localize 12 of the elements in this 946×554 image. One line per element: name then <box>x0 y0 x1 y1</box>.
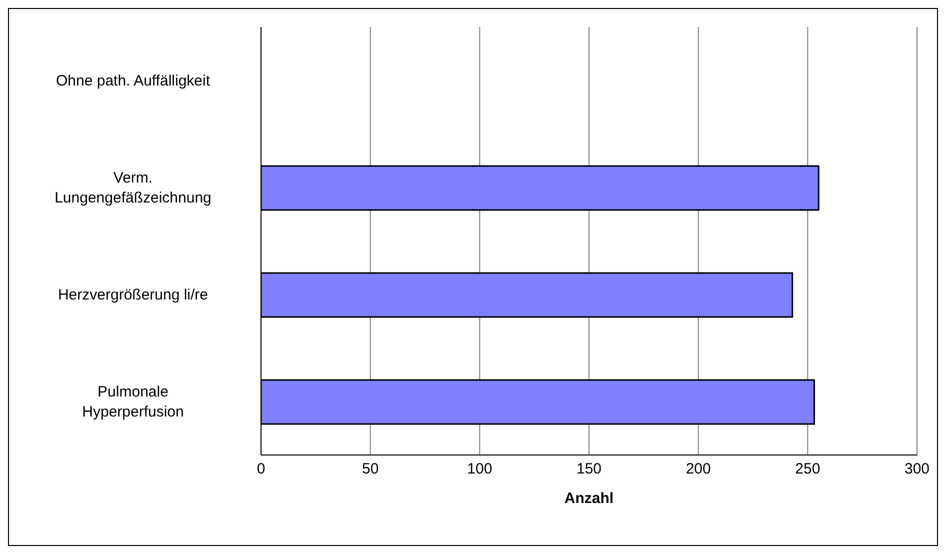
x-tick-label: 50 <box>362 460 379 478</box>
y-tick-label: Herzvergrößerung li/re <box>58 286 208 303</box>
x-tick-label: 0 <box>256 460 266 478</box>
x-tick-label: 200 <box>686 460 711 478</box>
y-tick-label: Verm. Lungengefäßzeichnung <box>54 169 212 206</box>
x-axis-title: Anzahl <box>564 490 614 507</box>
y-tick-label: Ohne path. Auffälligkeit <box>56 72 211 89</box>
x-tick-label: 250 <box>795 460 820 478</box>
y-tick-label: Pulmonale Hyperperfusion <box>82 383 184 420</box>
x-tick-label: 150 <box>576 460 602 478</box>
x-tick-label: 100 <box>467 460 492 478</box>
x-tick-label: 300 <box>904 460 930 478</box>
